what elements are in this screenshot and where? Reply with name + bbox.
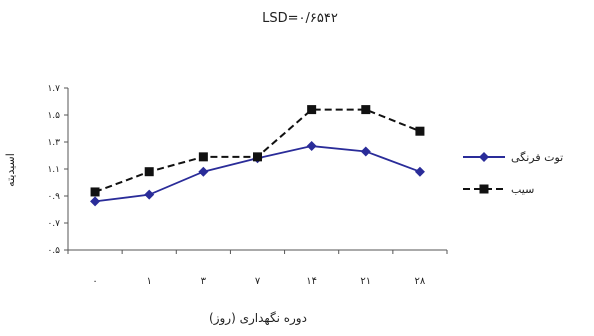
x-tick-label: ۳: [201, 276, 207, 287]
diamond-marker: [414, 166, 425, 177]
diamond-marker: [198, 166, 209, 177]
series-layer: [90, 105, 425, 207]
y-tick-label: ۱.۳: [47, 138, 60, 148]
series-strawberry: [90, 141, 425, 207]
legend: توت فرنگی سیب: [463, 151, 563, 196]
x-axis-title: دوره نگهداری (روز): [209, 311, 307, 326]
diamond-marker: [144, 189, 155, 200]
square-marker: [415, 126, 425, 136]
y-tick-label: ۰.۹: [47, 192, 60, 202]
legend-label: توت فرنگی: [511, 151, 563, 164]
y-tick-label: ۰.۷: [47, 219, 60, 229]
square-marker: [361, 105, 371, 115]
square-marker: [198, 152, 208, 162]
series-apple: [90, 105, 425, 197]
diamond-marker: [360, 146, 371, 157]
x-tick-label: ۲۱: [360, 276, 371, 287]
chart-title: LSD=۰/۶۵۴۲: [262, 11, 338, 26]
y-tick-label: ۰.۵: [47, 246, 60, 256]
y-tick-label: ۱.۷: [47, 84, 60, 94]
x-tick-label: ۷: [255, 276, 261, 287]
legend-label: سیب: [511, 183, 534, 196]
x-tick-label: ۱: [147, 276, 152, 287]
x-tick-label: ۰: [92, 276, 97, 287]
x-tick-label: ۲۸: [415, 276, 426, 287]
square-marker: [307, 105, 317, 115]
y-axis-title: اسیدیته: [4, 153, 17, 187]
y-ticks: ۰.۵ ۰.۷ ۰.۹ ۱.۱ ۱.۳ ۱.۵ ۱.۷: [47, 84, 68, 256]
legend-item: توت فرنگی: [463, 151, 563, 164]
y-tick-label: ۱.۱: [47, 165, 60, 175]
diamond-marker: [90, 196, 101, 207]
legend-item: سیب: [463, 183, 534, 196]
square-marker: [144, 167, 154, 177]
square-marker: [479, 184, 489, 194]
x-tick-label: ۱۴: [306, 276, 317, 287]
y-tick-label: ۱.۵: [47, 111, 60, 121]
diamond-marker: [306, 141, 317, 152]
x-ticks: ۰ ۱ ۳ ۷ ۱۴ ۲۱ ۲۸: [67, 250, 448, 287]
square-marker: [253, 152, 262, 162]
square-marker: [90, 187, 100, 197]
series-line: [94, 108, 421, 193]
diamond-marker: [479, 152, 489, 162]
